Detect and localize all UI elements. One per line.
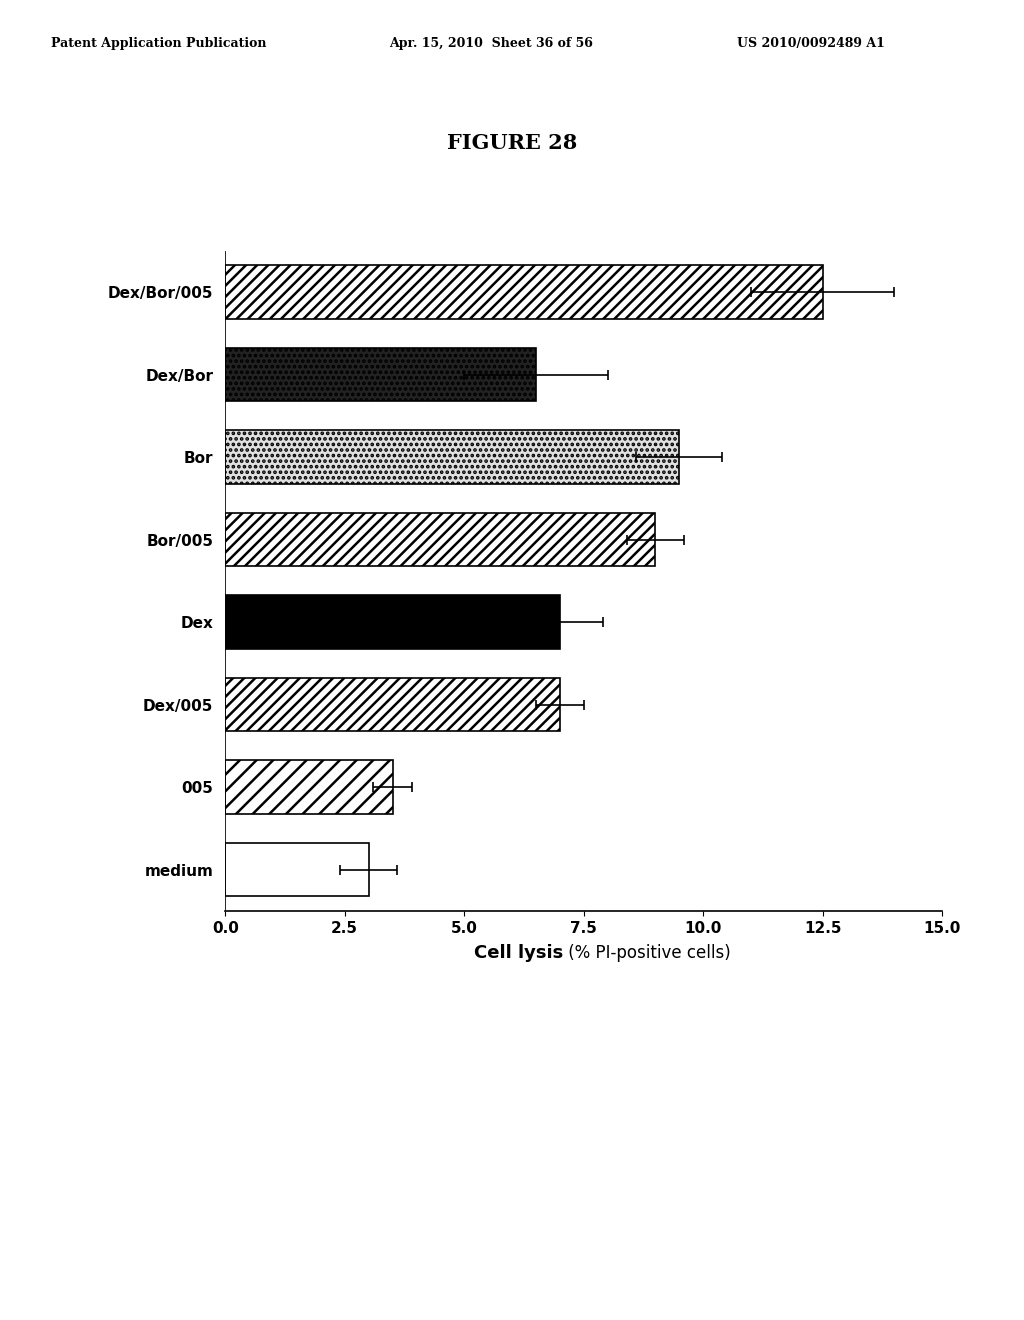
Text: US 2010/0092489 A1: US 2010/0092489 A1 [737,37,885,50]
Bar [225,760,392,814]
Bar [225,347,536,401]
Bar [225,512,655,566]
Bar [225,430,679,484]
Bar [225,265,822,319]
Text: Patent Application Publication: Patent Application Publication [51,37,266,50]
Text: Cell lysis: Cell lysis [474,944,563,962]
Text: FIGURE 28: FIGURE 28 [446,132,578,153]
Bar [225,677,560,731]
Bar [225,595,560,649]
Text: (% PI-positive cells): (% PI-positive cells) [563,944,731,962]
Text: Apr. 15, 2010  Sheet 36 of 56: Apr. 15, 2010 Sheet 36 of 56 [389,37,593,50]
Bar [225,842,369,896]
